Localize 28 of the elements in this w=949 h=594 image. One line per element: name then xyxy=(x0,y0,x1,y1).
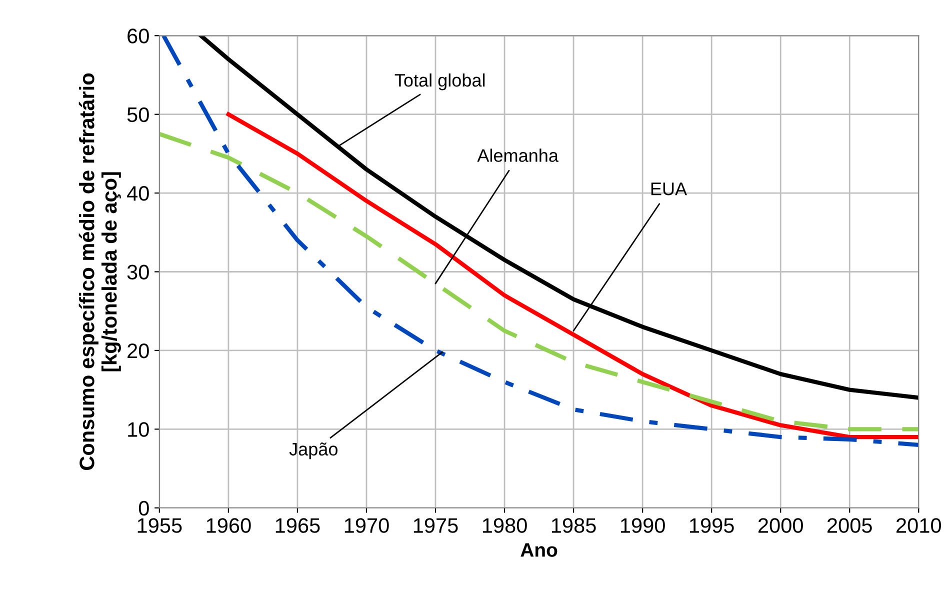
annotation: Japão xyxy=(289,442,338,460)
y-tick-label: 50 xyxy=(127,107,149,122)
y-axis-title: Consumo específico médio de refratário [kg/tonelada de aço] xyxy=(78,73,121,470)
x-tick-label: 1985 xyxy=(552,518,596,533)
annotation: Total global xyxy=(394,73,485,90)
line-series xyxy=(198,36,919,400)
x-tick-label: 1975 xyxy=(414,518,458,533)
y-tick-label: 0 xyxy=(138,500,149,516)
x-tick-label: 1965 xyxy=(276,518,320,533)
x-tick-label: 1960 xyxy=(206,518,251,533)
y-tick-label: 10 xyxy=(128,422,149,437)
y-tick-label: 60 xyxy=(128,28,149,44)
x-tick-label: 1990 xyxy=(620,518,665,533)
annotation: Alemanha xyxy=(477,148,558,162)
x-tick-label: 1995 xyxy=(690,518,734,533)
line-series xyxy=(159,132,919,432)
y-tick-label: 40 xyxy=(127,186,149,201)
y-tick-label: 20 xyxy=(128,343,149,358)
x-tick-label: 1980 xyxy=(482,518,527,533)
x-tick-label: 2000 xyxy=(758,518,803,533)
x-axis-title: Ano xyxy=(520,543,558,557)
x-tick-label: 2010 xyxy=(896,518,941,533)
line-series xyxy=(226,112,919,440)
annotation: EUA xyxy=(651,182,688,196)
y-tick-label: 30 xyxy=(127,264,149,280)
x-tick-label: 2005 xyxy=(827,518,872,533)
x-tick-label: 1970 xyxy=(344,518,389,533)
x-tick-label: 1955 xyxy=(138,518,182,533)
